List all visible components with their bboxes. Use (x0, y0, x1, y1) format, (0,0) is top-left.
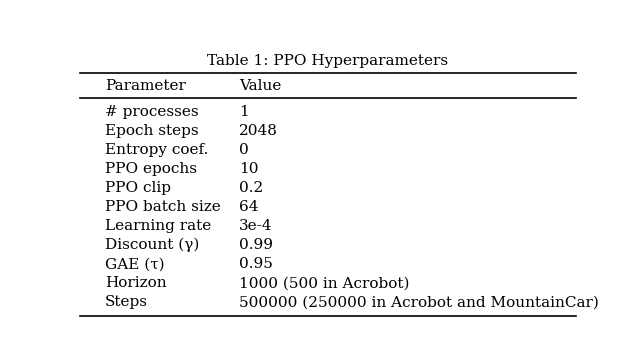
Text: Discount (γ): Discount (γ) (105, 238, 199, 252)
Text: 0: 0 (239, 143, 248, 157)
Text: 2048: 2048 (239, 124, 278, 138)
Text: Parameter: Parameter (105, 79, 186, 93)
Text: PPO batch size: PPO batch size (105, 200, 221, 214)
Text: Learning rate: Learning rate (105, 219, 211, 233)
Text: Entropy coef.: Entropy coef. (105, 143, 208, 157)
Text: PPO clip: PPO clip (105, 181, 171, 195)
Text: 64: 64 (239, 200, 258, 214)
Text: 1000 (500 in Acrobot): 1000 (500 in Acrobot) (239, 276, 409, 290)
Text: Table 1: PPO Hyperparameters: Table 1: PPO Hyperparameters (207, 55, 449, 69)
Text: Steps: Steps (105, 295, 148, 309)
Text: PPO epochs: PPO epochs (105, 162, 197, 176)
Text: 3e-4: 3e-4 (239, 219, 272, 233)
Text: 1: 1 (239, 105, 248, 118)
Text: Epoch steps: Epoch steps (105, 124, 198, 138)
Text: # processes: # processes (105, 105, 198, 118)
Text: 500000 (250000 in Acrobot and MountainCar): 500000 (250000 in Acrobot and MountainCa… (239, 295, 598, 309)
Text: 0.99: 0.99 (239, 238, 273, 252)
Text: Horizon: Horizon (105, 276, 166, 290)
Text: Value: Value (239, 79, 281, 93)
Text: 0.95: 0.95 (239, 257, 273, 271)
Text: GAE (τ): GAE (τ) (105, 257, 164, 271)
Text: 0.2: 0.2 (239, 181, 263, 195)
Text: 10: 10 (239, 162, 258, 176)
